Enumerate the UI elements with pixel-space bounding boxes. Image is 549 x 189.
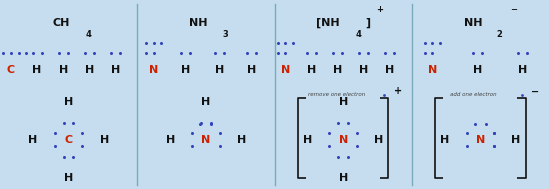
Text: H: H — [339, 173, 348, 183]
Text: H: H — [201, 97, 210, 107]
Text: H: H — [307, 65, 316, 75]
Text: C: C — [65, 135, 72, 145]
Text: 4: 4 — [356, 29, 361, 39]
Text: H: H — [374, 135, 383, 145]
Text: H: H — [518, 65, 528, 75]
Text: H: H — [59, 65, 68, 75]
Text: H: H — [440, 135, 449, 145]
Text: H: H — [473, 65, 482, 75]
Text: H: H — [64, 173, 73, 183]
Text: 2: 2 — [497, 29, 503, 39]
Text: H: H — [333, 65, 342, 75]
Text: N: N — [281, 65, 290, 75]
Text: 3: 3 — [222, 29, 228, 39]
Text: [NH: [NH — [316, 18, 339, 28]
Text: H: H — [303, 135, 312, 145]
Text: H: H — [64, 97, 73, 107]
Text: 4: 4 — [85, 29, 91, 39]
Text: H: H — [385, 65, 394, 75]
Text: N: N — [476, 135, 485, 145]
Text: N: N — [339, 135, 348, 145]
Text: H: H — [111, 65, 120, 75]
Text: C: C — [7, 65, 15, 75]
Text: −: − — [531, 86, 539, 96]
Text: N: N — [149, 65, 158, 75]
Text: add one electron: add one electron — [450, 92, 497, 97]
Text: NH: NH — [464, 18, 483, 28]
Text: H: H — [512, 135, 520, 145]
Text: H: H — [339, 97, 348, 107]
Text: N: N — [201, 135, 210, 145]
Text: H: H — [181, 65, 190, 75]
Text: remove one electron: remove one electron — [307, 92, 365, 97]
Text: H: H — [100, 135, 109, 145]
Text: H: H — [247, 65, 256, 75]
Text: H: H — [85, 65, 94, 75]
Text: CH: CH — [52, 18, 70, 28]
Text: ]: ] — [365, 18, 370, 28]
Text: −: − — [511, 5, 518, 14]
Text: N: N — [428, 65, 437, 75]
Text: H: H — [359, 65, 368, 75]
Text: +: + — [376, 5, 383, 14]
Text: H: H — [237, 135, 246, 145]
Text: H: H — [32, 65, 42, 75]
Text: +: + — [394, 86, 402, 96]
Text: H: H — [166, 135, 175, 145]
Text: NH: NH — [189, 18, 208, 28]
Text: H: H — [29, 135, 37, 145]
Text: H: H — [215, 65, 224, 75]
